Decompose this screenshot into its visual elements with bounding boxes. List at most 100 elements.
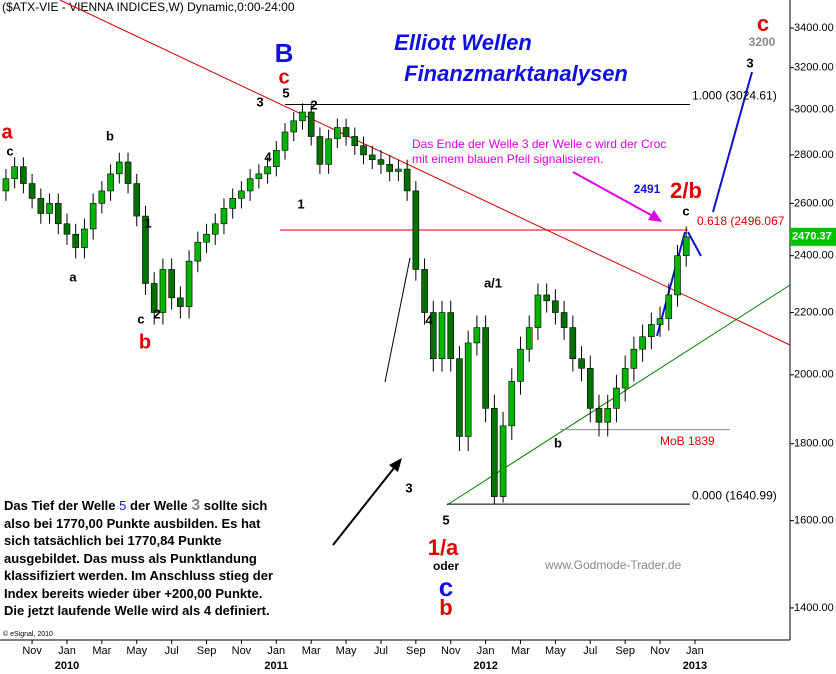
wave-label: b <box>554 435 562 450</box>
wave-label: 1/a <box>428 535 459 560</box>
candle-body <box>63 223 71 235</box>
candle-body <box>325 138 332 165</box>
x-tick-label: Mar <box>92 645 111 657</box>
candle-body <box>604 408 612 423</box>
x-tick-label: Nov <box>232 645 252 657</box>
wave-label: c <box>682 203 689 218</box>
wave-label: 2/b <box>670 178 702 203</box>
wave-label: 5 <box>442 512 449 527</box>
x-tick-label: Sep <box>406 645 426 657</box>
candle-body <box>630 348 638 369</box>
candle-body <box>665 294 673 319</box>
x-year-label: 2011 <box>264 660 288 672</box>
candle-body <box>569 327 577 359</box>
x-tick-label: Jan <box>686 645 704 657</box>
copyright: © eSignal, 2010 <box>3 630 53 638</box>
title: Elliott Wellen <box>394 30 532 55</box>
candle-body <box>377 159 385 165</box>
note-text: der Welle <box>130 498 188 513</box>
wave-label: 3 <box>256 94 263 109</box>
candle-body <box>525 327 533 350</box>
pointer-head <box>389 458 402 472</box>
wave-label: b <box>439 595 452 620</box>
note-line: sich tatsächlich bei 1770,84 Punkte <box>4 533 222 548</box>
x-tick-label: Nov <box>441 645 461 657</box>
wave-label: c <box>757 11 769 36</box>
wave-label: 5 <box>282 85 289 100</box>
level-label: MoB 1839 <box>660 434 715 448</box>
y-tick-label: 3400.00 <box>794 22 834 34</box>
candle-body <box>54 203 62 225</box>
wave-label: a/1 <box>484 275 502 290</box>
x-tick-label: Jul <box>374 645 388 657</box>
wave-label: 1 <box>144 215 151 230</box>
wave-label: 3 <box>746 55 753 70</box>
x-tick-label: Nov <box>22 645 42 657</box>
header: ($ATX-VIE - VIENNA INDICES,W) Dynamic,0:… <box>2 0 295 14</box>
candle-body <box>552 300 559 313</box>
candle-body <box>464 342 472 437</box>
candle-body <box>272 149 280 168</box>
y-tick-label: 2200.00 <box>794 306 834 318</box>
candle-body <box>412 190 420 270</box>
wave-label: a <box>1 121 13 143</box>
candle-body <box>595 408 603 423</box>
candle-body <box>307 111 315 137</box>
x-tick-label: May <box>336 645 357 657</box>
candle-body <box>194 241 202 262</box>
candle-body <box>98 190 106 204</box>
candle-body <box>360 145 367 156</box>
candle-body <box>674 255 681 296</box>
candle-body <box>456 358 463 437</box>
candle-body <box>429 312 437 359</box>
note-text: 5 <box>119 498 127 513</box>
x-year-label: 2012 <box>473 660 497 672</box>
candle-body <box>613 387 620 409</box>
candle-body <box>473 327 481 344</box>
pointer <box>572 171 661 221</box>
candle-body <box>639 336 646 350</box>
candle-body <box>517 348 524 382</box>
wave-label: 2 <box>153 306 160 321</box>
y-tick-label: 2400.00 <box>794 250 834 262</box>
wave-label: b <box>106 128 114 143</box>
note-box: Das Tief der Welle 5 der Welle 3 sollte … <box>4 497 334 620</box>
note-text: Das Tief der Welle <box>4 498 116 513</box>
candle-body <box>20 166 27 184</box>
y-tick-label: 2000.00 <box>794 369 834 381</box>
x-tick-label: May <box>545 645 566 657</box>
candle-body <box>159 269 167 313</box>
channel-line <box>384 257 411 383</box>
candle-body <box>438 312 446 359</box>
wave-label: c <box>6 143 13 158</box>
candle-body <box>342 127 350 137</box>
level-label: 0.618 (2496.067 <box>697 214 785 228</box>
wave-label: c <box>278 66 289 88</box>
y-tick-label: 3200.00 <box>794 62 834 74</box>
candle-body <box>534 294 542 328</box>
candle-body <box>682 236 690 256</box>
wave-label: 3 <box>405 480 412 495</box>
annotation: mit einem blauen Pfeil signalisieren. <box>412 152 603 166</box>
candle-body <box>281 131 289 151</box>
note-line: also bei 1770,00 Punkte ausbilden. Es ha… <box>4 515 261 531</box>
x-tick-label: Jan <box>58 645 76 657</box>
candle-body <box>578 358 585 369</box>
x-tick-label: Jan <box>267 645 285 657</box>
note-line: Index bereits wieder über +200,00 Punkte… <box>4 585 263 601</box>
level-label: 1.000 (3024.61) <box>692 89 777 103</box>
wave-label: B <box>275 38 294 68</box>
arrow-line <box>687 231 702 257</box>
note-line: Die jetzt laufende Welle wird als 4 defi… <box>4 603 270 618</box>
x-tick-label: Sep <box>197 645 217 657</box>
candle-body <box>229 198 236 209</box>
y-tick-label: 2600.00 <box>794 197 834 209</box>
x-tick-label: Mar <box>511 645 530 657</box>
candle-body <box>142 215 149 284</box>
candle-body <box>299 111 306 122</box>
candle-body <box>89 203 97 230</box>
candle-body <box>37 198 45 214</box>
candle-body <box>246 178 254 192</box>
